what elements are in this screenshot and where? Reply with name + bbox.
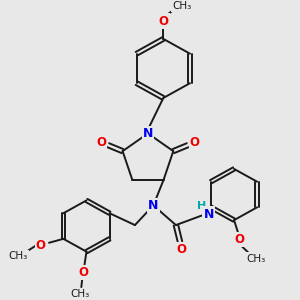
Text: O: O bbox=[234, 233, 244, 246]
Text: CH₃: CH₃ bbox=[71, 289, 90, 299]
Text: N: N bbox=[203, 208, 214, 221]
Text: O: O bbox=[96, 136, 106, 149]
Text: O: O bbox=[190, 136, 200, 149]
Text: O: O bbox=[36, 239, 46, 252]
Text: CH₃: CH₃ bbox=[9, 250, 28, 261]
Text: O: O bbox=[78, 266, 88, 279]
Text: H: H bbox=[197, 201, 206, 212]
Text: CH₃: CH₃ bbox=[172, 2, 191, 11]
Text: O: O bbox=[158, 15, 168, 28]
Text: N: N bbox=[143, 127, 153, 140]
Text: N: N bbox=[148, 199, 159, 212]
Text: CH₃: CH₃ bbox=[246, 254, 265, 263]
Text: O: O bbox=[176, 243, 186, 256]
